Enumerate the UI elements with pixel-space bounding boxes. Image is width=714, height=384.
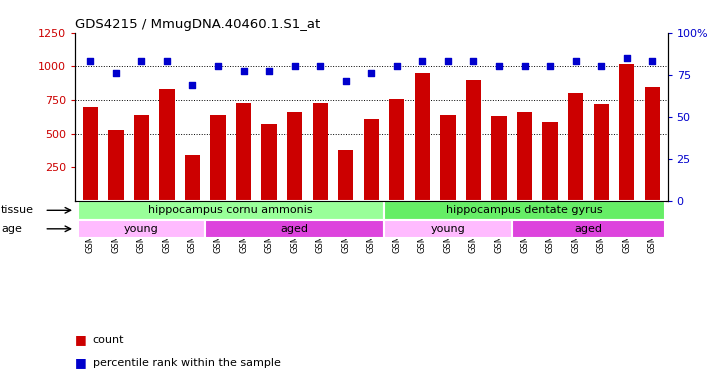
Bar [78, 220, 205, 238]
Bar [211, 115, 226, 201]
Point [161, 58, 173, 65]
Bar [619, 64, 634, 201]
Text: percentile rank within the sample: percentile rank within the sample [93, 358, 281, 368]
Bar [313, 103, 328, 201]
Point [84, 58, 96, 65]
Point [212, 63, 223, 70]
Text: tissue: tissue [1, 205, 34, 215]
Point [595, 63, 607, 70]
Text: young: young [431, 224, 466, 234]
Point [110, 70, 121, 76]
Text: hippocampus cornu ammonis: hippocampus cornu ammonis [149, 205, 313, 215]
Bar [83, 107, 98, 201]
Bar [512, 220, 665, 238]
Bar [568, 93, 583, 201]
Point [647, 58, 658, 65]
Bar [185, 155, 200, 201]
Point [136, 58, 147, 65]
Point [519, 63, 531, 70]
Bar [109, 130, 124, 201]
Bar [441, 115, 456, 201]
Point [238, 68, 249, 74]
Text: count: count [93, 335, 124, 345]
Bar [159, 89, 175, 201]
Bar [236, 103, 251, 201]
Point [314, 63, 326, 70]
Point [366, 70, 377, 76]
Text: ■: ■ [75, 333, 86, 346]
Point [289, 63, 301, 70]
Text: aged: aged [574, 224, 603, 234]
Bar [134, 115, 149, 201]
Point [417, 58, 428, 65]
Point [468, 58, 479, 65]
Point [493, 63, 505, 70]
Point [442, 58, 453, 65]
Bar [543, 122, 558, 201]
Bar [517, 112, 532, 201]
Bar [645, 86, 660, 201]
Text: hippocampus dentate gyrus: hippocampus dentate gyrus [446, 205, 603, 215]
Point [621, 55, 633, 61]
Text: aged: aged [281, 224, 308, 234]
Point [187, 82, 198, 88]
Bar [491, 116, 507, 201]
Bar [466, 80, 481, 201]
Text: ■: ■ [75, 356, 86, 369]
Point [391, 63, 403, 70]
Bar [287, 112, 302, 201]
Bar [363, 119, 379, 201]
Point [544, 63, 555, 70]
Point [340, 78, 351, 84]
Text: young: young [124, 224, 159, 234]
Text: age: age [1, 224, 21, 234]
Point [570, 58, 581, 65]
Bar [78, 201, 384, 220]
Bar [338, 150, 353, 201]
Bar [384, 220, 512, 238]
Bar [389, 99, 405, 201]
Bar [205, 220, 384, 238]
Bar [593, 104, 609, 201]
Bar [261, 124, 277, 201]
Bar [415, 73, 430, 201]
Text: GDS4215 / MmugDNA.40460.1.S1_at: GDS4215 / MmugDNA.40460.1.S1_at [75, 18, 320, 31]
Point [263, 68, 275, 74]
Bar [384, 201, 665, 220]
